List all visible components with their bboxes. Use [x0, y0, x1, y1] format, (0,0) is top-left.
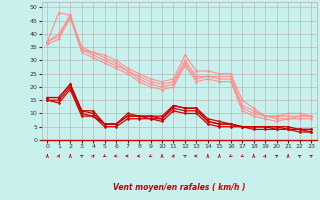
Text: Vent moyen/en rafales ( km/h ): Vent moyen/en rafales ( km/h )	[113, 183, 245, 192]
